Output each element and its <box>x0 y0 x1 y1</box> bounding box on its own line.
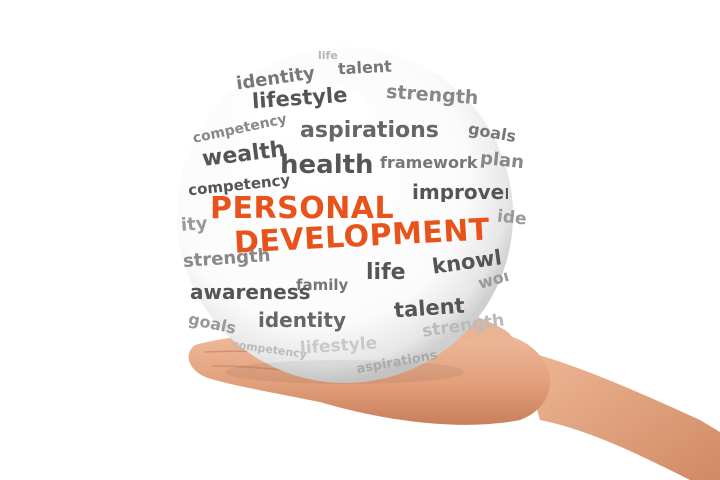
word-ide: ide <box>496 206 528 230</box>
word-improvement: improvement <box>412 182 508 202</box>
word-life-top: life <box>318 49 338 62</box>
word-family-mid: family <box>296 276 349 294</box>
word-talent-top: talent <box>337 56 393 79</box>
word-awareness: awareness <box>190 280 311 304</box>
word-ity: ity <box>180 213 209 236</box>
sphere-highlight <box>230 80 370 140</box>
sphere-shadow <box>225 360 465 384</box>
word-aspirations: aspirations <box>300 118 439 143</box>
word-identity-bottom: identity <box>258 308 346 332</box>
word-framework: framework <box>380 153 478 172</box>
arm <box>520 350 720 480</box>
word-life-mid: life <box>366 260 406 285</box>
word-plan: plan <box>479 147 526 174</box>
word-health: health <box>280 150 374 180</box>
headline-personal: PERSONAL <box>210 191 395 226</box>
